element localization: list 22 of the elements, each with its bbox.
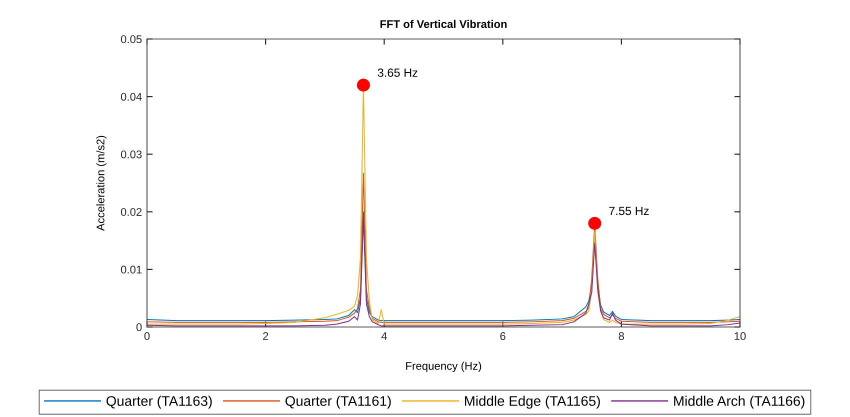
y-tick-label: 0 [136,323,142,332]
y-axis-title: Acceleration (m/s2) [96,136,107,231]
y-tick-label: 0.04 [120,92,142,101]
chart-title: FFT of Vertical Vibration [380,20,507,28]
x-axis-title: Frequency (Hz) [406,362,482,372]
y-tick-label: 0.01 [120,266,142,274]
legend-label: Quarter (TA1163) [106,396,212,409]
annotation: 7.55 Hz [609,206,649,216]
x-tick-label: 8 [618,332,624,340]
x-tick-label: 10 [734,332,746,340]
x-tick-label: 0 [144,332,150,340]
annotation: 3.65 Hz [378,68,418,77]
x-tick-label: 2 [263,332,268,340]
line-series [147,172,740,323]
y-tick-label: 0.03 [120,150,142,158]
legend-label: Quarter (TA1161) [286,396,391,409]
legend-label: Middle Edge (TA1165) [465,396,600,409]
legend-label: Middle Arch (TA1166) [674,396,804,409]
x-tick-label: 6 [500,332,506,340]
x-tick-label: 4 [381,332,387,340]
y-tick-label: 0.02 [120,208,142,216]
y-tick-label: 0.05 [120,35,142,44]
